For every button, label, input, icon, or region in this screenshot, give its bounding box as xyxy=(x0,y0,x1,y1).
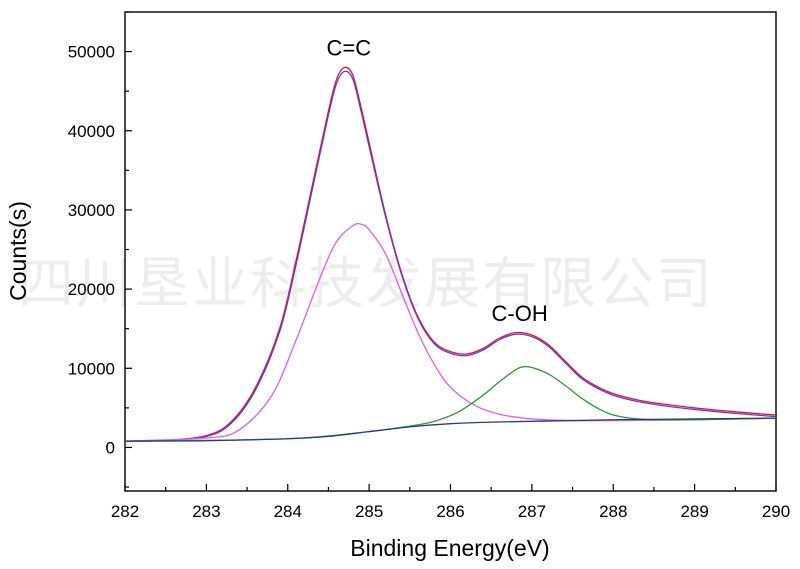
y-tick-label-0: 0 xyxy=(106,438,115,457)
y-tick-label-50000: 50000 xyxy=(68,43,115,62)
series-line-1 xyxy=(125,66,776,442)
x-tick-label-286: 286 xyxy=(436,502,464,521)
watermark-text: 四川垦业科技发展有限公司 xyxy=(18,252,714,317)
x-tick-label-290: 290 xyxy=(762,502,790,521)
y-tick-label-30000: 30000 xyxy=(68,201,115,220)
x-tick-label-282: 282 xyxy=(111,502,139,521)
y-tick-label-10000: 10000 xyxy=(68,359,115,378)
annotation-1: C=C xyxy=(326,36,371,61)
series-line-5 xyxy=(125,417,776,442)
series-line-2 xyxy=(125,70,776,442)
annotation-2: C-OH xyxy=(492,301,548,326)
x-axis-title: Binding Energy(eV) xyxy=(350,535,549,561)
x-tick-label-288: 288 xyxy=(599,502,627,521)
x-tick-label-283: 283 xyxy=(192,502,220,521)
x-tick-label-285: 285 xyxy=(355,502,383,521)
x-tick-label-287: 287 xyxy=(518,502,546,521)
y-tick-label-20000: 20000 xyxy=(68,280,115,299)
y-tick-label-40000: 40000 xyxy=(68,122,115,141)
y-axis-title: Counts(s) xyxy=(5,201,31,301)
x-tick-label-289: 289 xyxy=(680,502,708,521)
x-tick-label-284: 284 xyxy=(274,502,302,521)
